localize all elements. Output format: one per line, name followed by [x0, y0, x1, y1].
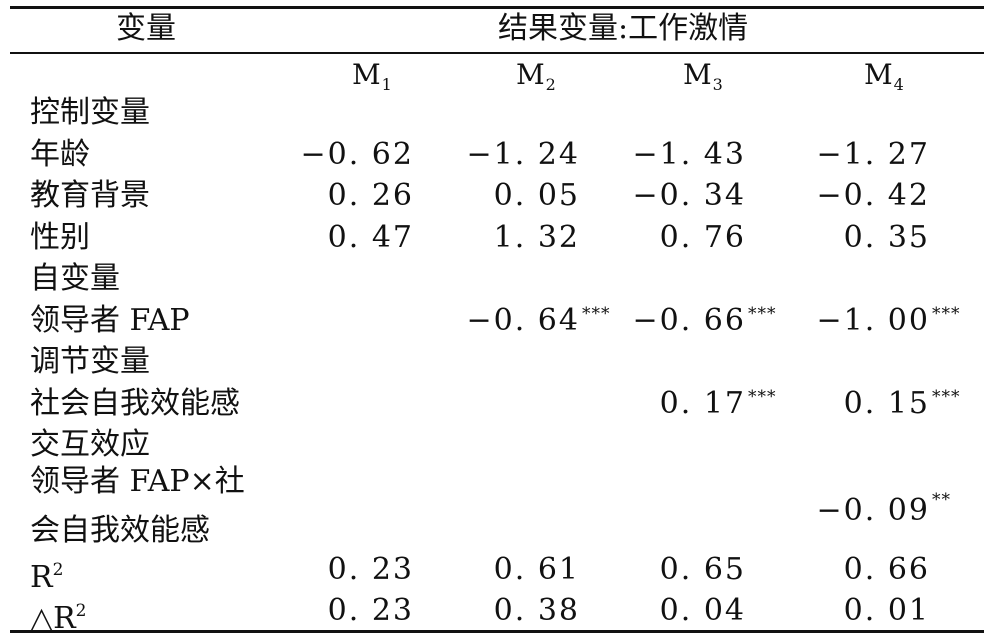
- cell-gender-m4: 0. 35: [843, 220, 930, 255]
- cell-age-m3: −1. 43: [632, 137, 746, 172]
- cell-education-m3: −0. 34: [632, 178, 746, 213]
- cell-fap-m3: −0. 66: [632, 303, 746, 338]
- group-label-interaction: 交互效应: [30, 427, 150, 462]
- model-header-m3: M3: [683, 58, 723, 94]
- cell-r2-m2: 0. 61: [493, 552, 580, 587]
- group-label-independent: 自变量: [30, 261, 120, 296]
- row-label-r2: R2: [30, 560, 64, 595]
- model-header-m4: M4: [864, 58, 904, 94]
- cell-r2-m4: 0. 66: [843, 552, 930, 587]
- cell-delta-r2-m1: 0. 23: [327, 593, 414, 628]
- cell-fap-m2: −0. 64: [466, 303, 580, 338]
- header-outcome: 结果变量:工作激情: [498, 11, 749, 46]
- row-label-interaction-line2: 会自我效能感: [30, 513, 210, 548]
- sig-fap-m3: ***: [748, 304, 777, 324]
- row-label-fap: 领导者 FAP: [30, 303, 190, 338]
- model-header-m1: M1: [352, 58, 392, 94]
- group-label-control: 控制变量: [30, 95, 150, 130]
- cell-education-m1: 0. 26: [327, 178, 414, 213]
- cell-gender-m1: 0. 47: [327, 220, 414, 255]
- table-bottom-rule: [10, 630, 984, 633]
- row-label-education: 教育背景: [30, 178, 150, 213]
- model-header-m2: M2: [516, 58, 556, 94]
- row-label-delta-r2: △R2: [30, 601, 87, 636]
- cell-age-m4: −1. 27: [816, 137, 930, 172]
- cell-self-efficacy-m3: 0. 17: [659, 386, 746, 421]
- sig-interaction-m4: **: [932, 490, 951, 510]
- row-label-interaction-line1: 领导者 FAP×社: [30, 464, 245, 499]
- cell-fap-m4: −1. 00: [816, 303, 930, 338]
- group-label-moderator: 调节变量: [30, 344, 150, 379]
- cell-age-m2: −1. 24: [466, 137, 580, 172]
- cell-r2-m1: 0. 23: [327, 552, 414, 587]
- sig-self-efficacy-m3: ***: [748, 387, 777, 407]
- cell-self-efficacy-m4: 0. 15: [843, 386, 930, 421]
- table-header-rule: [10, 52, 984, 54]
- cell-delta-r2-m4: 0. 01: [843, 593, 930, 628]
- row-label-gender: 性别: [30, 220, 90, 255]
- cell-education-m2: 0. 05: [493, 178, 580, 213]
- cell-interaction-m4: −0. 09: [816, 493, 930, 528]
- cell-gender-m3: 0. 76: [659, 220, 746, 255]
- cell-age-m1: −0. 62: [300, 137, 414, 172]
- cell-delta-r2-m3: 0. 04: [659, 593, 746, 628]
- cell-r2-m3: 0. 65: [659, 552, 746, 587]
- sig-self-efficacy-m4: ***: [932, 387, 961, 407]
- row-label-age: 年龄: [30, 137, 90, 172]
- cell-gender-m2: 1. 32: [493, 220, 580, 255]
- cell-delta-r2-m2: 0. 38: [493, 593, 580, 628]
- header-variable: 变量: [116, 11, 176, 46]
- sig-fap-m4: ***: [932, 304, 961, 324]
- table-top-rule: [10, 6, 984, 9]
- cell-education-m4: −0. 42: [816, 178, 930, 213]
- sig-fap-m2: ***: [582, 304, 611, 324]
- row-label-self-efficacy: 社会自我效能感: [30, 386, 240, 421]
